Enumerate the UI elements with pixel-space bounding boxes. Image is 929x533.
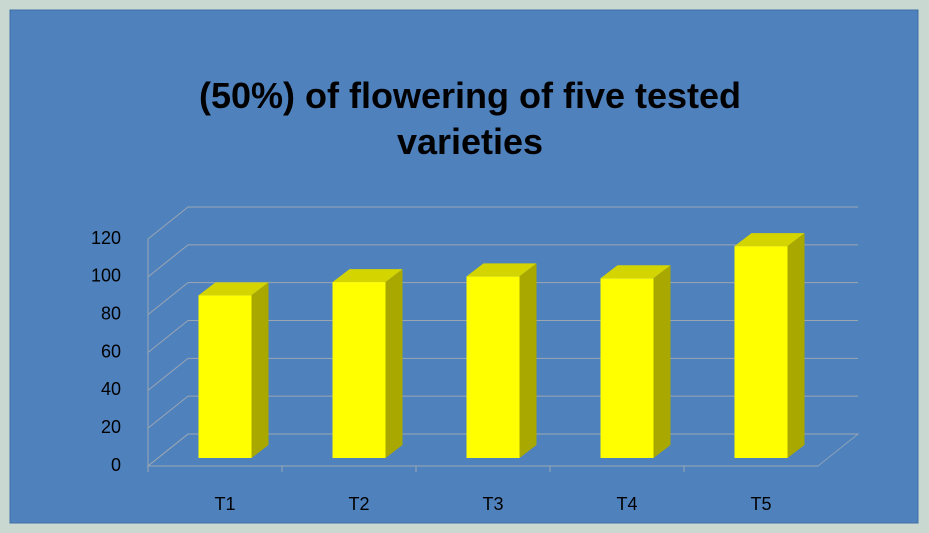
y-tick-label: 60 — [101, 341, 121, 361]
bar-top — [198, 282, 269, 296]
x-tick-label: T1 — [214, 494, 235, 514]
bar-side — [385, 269, 403, 458]
bar — [332, 282, 386, 458]
chart-title: (50%) of flowering of five tested varieti… — [199, 75, 741, 162]
y-tick-label: 40 — [101, 379, 121, 399]
bar — [600, 278, 654, 458]
bar — [198, 295, 252, 458]
x-tick-label: T4 — [616, 494, 637, 514]
y-tick-label: 20 — [101, 417, 121, 437]
x-tick-label: T3 — [482, 494, 503, 514]
bar-side — [519, 263, 537, 458]
bar — [466, 276, 520, 458]
x-tick-label: T2 — [348, 494, 369, 514]
bar-top — [734, 233, 805, 247]
y-tick-label: 0 — [111, 455, 121, 475]
y-tick-label: 120 — [91, 228, 121, 248]
bar-top — [466, 263, 537, 277]
bar-top — [600, 265, 671, 279]
grid-line — [147, 206, 858, 240]
bar-side — [787, 233, 805, 458]
y-tick-label: 80 — [101, 303, 121, 323]
bar-side — [653, 265, 671, 458]
x-tick-label: T5 — [750, 494, 771, 514]
bar-top — [332, 269, 403, 283]
bar — [734, 246, 788, 458]
grid-line — [147, 244, 858, 278]
bar-side — [251, 282, 269, 458]
y-tick-label: 100 — [91, 266, 121, 286]
